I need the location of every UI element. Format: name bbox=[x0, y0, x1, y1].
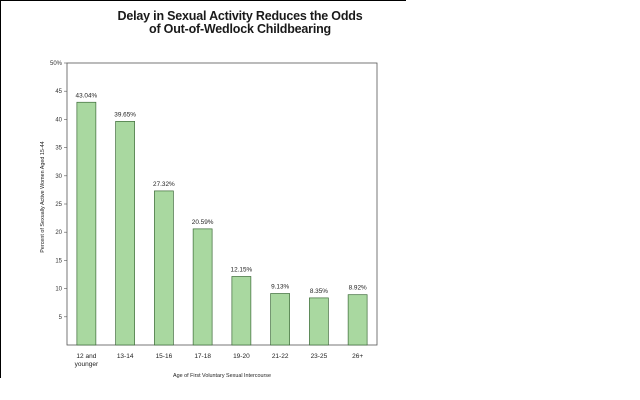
data-label: 12.15% bbox=[231, 266, 253, 273]
y-tick-label: 50% bbox=[50, 61, 63, 67]
y-tick-label: 40 bbox=[55, 117, 62, 123]
x-tick-label: 19-20 bbox=[233, 353, 250, 360]
x-tick-label: younger bbox=[75, 361, 99, 368]
y-tick-label: 10 bbox=[55, 287, 62, 293]
data-label: 8.35% bbox=[310, 288, 328, 295]
data-label: 9.13% bbox=[271, 284, 289, 291]
bar bbox=[192, 228, 213, 346]
figure-frame-top bbox=[0, 0, 406, 1]
plot-area bbox=[66, 62, 378, 346]
value-labels: 43.04% 39.65% 27.32% 20.59% 12.15% 9.13% 8.35%… bbox=[76, 92, 367, 295]
x-tick-label: 15-16 bbox=[156, 353, 173, 360]
y-tick-label: 15 bbox=[55, 258, 62, 264]
bar bbox=[115, 121, 135, 346]
x-tick-label: 17-18 bbox=[194, 353, 211, 360]
x-tick-label: 12 and bbox=[76, 353, 96, 360]
y-tick-label: 5 bbox=[59, 315, 63, 321]
x-tick-label: 13-14 bbox=[117, 353, 134, 360]
x-tick-label: 21-22 bbox=[272, 353, 289, 360]
x-tick-label: 26+ bbox=[352, 353, 363, 360]
data-label: 39.65% bbox=[114, 111, 136, 118]
bar bbox=[231, 276, 252, 346]
y-tick-label: 20 bbox=[55, 230, 62, 236]
data-label: 43.04% bbox=[76, 92, 98, 99]
y-tick-label: 25 bbox=[55, 202, 62, 208]
x-axis-label: Age of First Voluntary Sexual Intercours… bbox=[173, 373, 271, 379]
y-tick-label: 30 bbox=[55, 174, 62, 180]
data-label: 8.92% bbox=[349, 285, 367, 292]
x-tick-label: 23-25 bbox=[311, 353, 328, 360]
y-tick-label: 45 bbox=[55, 89, 62, 95]
chart-title-line-2: of Out-of-Wedlock Childbearing bbox=[149, 22, 331, 36]
y-axis-label: Percent of Sexually Active Women Aged 15… bbox=[40, 141, 46, 252]
y-axis: 5 10 15 20 25 30 35 40 45 50% bbox=[50, 61, 67, 321]
chart-title-line-1: Delay in Sexual Activity Reduces the Odd… bbox=[117, 9, 363, 23]
y-tick-label: 35 bbox=[55, 146, 62, 152]
bar bbox=[347, 294, 368, 346]
bar bbox=[76, 101, 97, 346]
bars bbox=[76, 101, 368, 346]
bar bbox=[270, 293, 290, 346]
bar bbox=[309, 297, 329, 346]
data-label: 27.32% bbox=[153, 181, 175, 188]
figure-frame-left bbox=[0, 0, 1, 378]
bar bbox=[154, 190, 174, 346]
data-label: 20.59% bbox=[192, 219, 214, 226]
